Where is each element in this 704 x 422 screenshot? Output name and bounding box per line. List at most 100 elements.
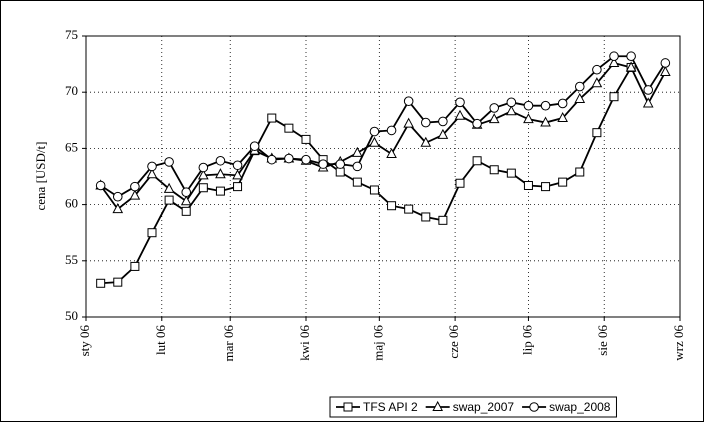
marker (198, 169, 209, 180)
marker (233, 182, 243, 192)
marker (642, 97, 654, 108)
marker (147, 228, 157, 238)
marker (343, 402, 353, 412)
marker (284, 153, 294, 164)
legend-label: swap_2007 (453, 400, 515, 414)
marker (198, 183, 208, 193)
marker (130, 181, 140, 192)
marker (506, 97, 517, 108)
marker (215, 168, 226, 179)
marker (130, 261, 140, 271)
x-tick-label: wrz 06 (671, 325, 686, 361)
marker (386, 147, 397, 159)
x-tick-label: mar 06 (221, 325, 236, 362)
marker (454, 109, 466, 120)
marker (438, 116, 448, 127)
marker (215, 155, 226, 166)
marker (369, 185, 379, 195)
marker (284, 123, 294, 133)
marker (352, 177, 362, 187)
marker (609, 51, 619, 62)
marker (432, 400, 444, 411)
marker (249, 141, 260, 151)
marker (609, 92, 619, 102)
x-tick-label: lut 06 (153, 325, 168, 355)
marker (608, 56, 620, 67)
marker (164, 195, 174, 205)
marker (529, 402, 539, 412)
y-tick-label: 55 (65, 252, 78, 267)
x-tick-label: maj 06 (370, 325, 385, 361)
marker (660, 58, 671, 68)
marker (335, 167, 345, 177)
plot-frame (85, 35, 681, 318)
marker (163, 182, 175, 193)
marker (489, 103, 500, 113)
marker (181, 187, 192, 198)
marker (575, 167, 585, 177)
marker (421, 212, 431, 222)
marker (455, 178, 465, 188)
legend-box (329, 396, 617, 418)
marker (404, 204, 414, 214)
marker (592, 64, 602, 75)
marker (129, 189, 141, 200)
marker (301, 134, 311, 144)
marker (267, 113, 277, 123)
y-tick-label: 70 (65, 83, 78, 98)
y-axis-label: cena [USD/t] (33, 142, 48, 211)
marker (352, 161, 363, 172)
marker (180, 195, 192, 206)
marker (506, 105, 517, 116)
marker (96, 278, 106, 288)
marker (558, 177, 568, 187)
marker (369, 136, 380, 147)
marker (147, 161, 157, 172)
marker (164, 157, 174, 167)
marker (198, 162, 209, 173)
marker (95, 180, 106, 191)
marker (420, 136, 432, 147)
marker (232, 169, 243, 180)
marker (643, 85, 654, 95)
marker (437, 128, 449, 139)
marker (574, 92, 586, 103)
x-tick-label: kwi 06 (297, 325, 312, 361)
marker (335, 159, 346, 169)
marker (540, 116, 551, 127)
marker (181, 206, 191, 216)
marker (523, 113, 534, 124)
marker (455, 97, 465, 108)
marker (523, 100, 534, 111)
marker (112, 203, 124, 214)
y-tick-label: 60 (65, 196, 78, 211)
marker (386, 125, 397, 136)
marker (369, 126, 380, 137)
marker (112, 191, 123, 202)
marker (113, 277, 123, 287)
series-line (99, 61, 667, 211)
marker (557, 98, 568, 109)
marker (420, 117, 431, 128)
marker (301, 154, 311, 165)
marker (506, 168, 516, 178)
plot-area (86, 36, 680, 317)
marker (387, 201, 397, 211)
marker (541, 182, 551, 192)
series-line (100, 55, 667, 198)
marker (626, 51, 636, 62)
marker (489, 165, 499, 175)
y-tick-label: 75 (65, 27, 78, 42)
marker (403, 96, 414, 106)
marker (472, 118, 482, 129)
marker (232, 160, 243, 171)
y-tick-label: 50 (65, 308, 78, 323)
x-tick-label: cze 06 (446, 325, 461, 359)
legend-label: swap_2008 (549, 400, 611, 414)
legend: TFS API 2 swap_2007 swap_2008 (329, 396, 617, 418)
marker (591, 77, 603, 88)
marker (352, 146, 363, 157)
marker (488, 113, 500, 124)
marker (146, 168, 158, 179)
